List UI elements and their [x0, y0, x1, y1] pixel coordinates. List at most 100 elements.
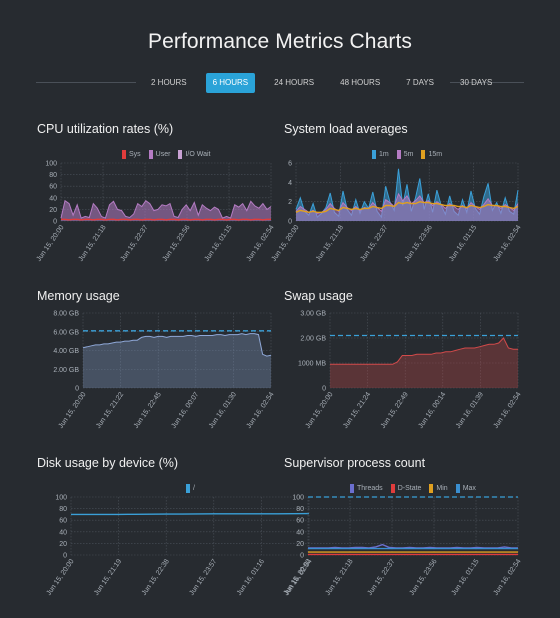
range-tab-6-hours[interactable]: 6 HOURS [205, 73, 256, 93]
x-tick-label: Jun 15, 21:18 [315, 224, 345, 263]
x-tick-label: Jun 16, 01:39 [455, 391, 485, 430]
x-tick-label: Jun 15, 23:56 [409, 558, 439, 597]
y-tick-label: 40 [59, 529, 67, 536]
legend-swatch [421, 149, 426, 159]
range-tab-30-days[interactable]: 30 DAYS [460, 78, 493, 87]
x-tick-label: Jun 16, 02:54 [493, 391, 523, 430]
range-tab-2-hours[interactable]: 2 HOURS [151, 78, 187, 87]
cpu-legend: Sys User I/O Wait [122, 149, 210, 159]
x-tick-label: Jun 15, 22:38 [141, 558, 171, 597]
y-tick-label: 0 [322, 386, 326, 393]
legend-label: / [193, 484, 195, 492]
y-tick-label: 60 [49, 184, 57, 191]
y-tick-label: 80 [49, 172, 57, 179]
y-tick-label: 0 [75, 386, 79, 393]
series-line-user-0 [60, 199, 272, 219]
series-line-used-0 [82, 333, 272, 357]
series-line---0 [71, 512, 310, 516]
legend-item[interactable]: Max [455, 483, 476, 493]
legend-swatch [350, 483, 354, 493]
series-area-used [330, 338, 518, 388]
legend-swatch [372, 149, 376, 159]
y-tick-label: 20 [59, 541, 67, 548]
legend-item[interactable]: Threads [350, 483, 383, 493]
divider-right [450, 82, 524, 83]
legend-item[interactable]: Min [429, 483, 448, 493]
series-line-sys-1 [61, 218, 271, 221]
x-tick-label: Jun 15, 23:56 [162, 224, 192, 263]
legend-swatch [122, 149, 126, 159]
y-tick-label: 0 [53, 219, 57, 226]
x-tick-label: Jun 16, 01:15 [451, 558, 481, 597]
x-tick-label: Jun 15, 20:00 [46, 558, 76, 597]
legend-label: Max [462, 484, 476, 492]
legend-item[interactable]: I/O Wait [178, 149, 210, 159]
y-tick-label: 100 [55, 495, 67, 502]
legend-item[interactable]: 5m [396, 149, 414, 159]
y-tick-label: 20 [49, 207, 57, 214]
y-tick-label: 4 [288, 180, 292, 187]
legend-label: Sys [129, 150, 141, 158]
x-tick-label: Jun 15, 21:18 [325, 558, 355, 597]
y-tick-label: 0 [300, 553, 304, 560]
range-tab-48-hours[interactable]: 48 HOURS [340, 78, 381, 87]
legend-item[interactable]: 15m [421, 149, 442, 159]
divider-left [36, 82, 136, 83]
y-tick-label: 2.00 GB [53, 367, 79, 374]
legend-swatch [396, 149, 401, 159]
panel-title: CPU utilization rates (%) [37, 122, 174, 136]
y-tick-label: 2.00 GB [300, 336, 326, 343]
legend-label: 15m [428, 150, 443, 158]
process-panel: Supervisor process count Threads D-State M… [283, 456, 534, 606]
x-tick-label: Jun 15, 22:49 [380, 391, 410, 430]
x-tick-label: Jun 16, 02:54 [246, 391, 276, 430]
y-tick-label: 0 [63, 553, 67, 560]
legend-swatch [186, 483, 190, 493]
x-tick-label: Jun 16, 01:15 [204, 224, 234, 263]
x-tick-label: Jun 16, 01:16 [236, 558, 266, 597]
y-tick-label: 100 [45, 161, 57, 168]
legend-label: 5m [403, 150, 414, 158]
series-line-threads-0 [308, 543, 518, 549]
y-tick-label: 40 [49, 195, 57, 202]
y-tick-label: 6 [288, 161, 292, 168]
x-tick-label: Jun 15, 21:18 [78, 224, 108, 263]
x-tick-label: Jun 15, 22:37 [367, 558, 397, 597]
legend-item[interactable]: D-State [390, 483, 421, 493]
y-tick-label: 60 [296, 518, 304, 525]
range-tab-7-days[interactable]: 7 DAYS [406, 78, 435, 87]
swap-panel: Swap usage 3.00 GB 2.00 GB 1000 MB 0 Jun 15,… [284, 289, 534, 439]
y-tick-label: 3.00 GB [300, 311, 326, 318]
series-line-used-0 [330, 337, 518, 365]
x-tick-label: Jun 15, 21:19 [93, 558, 123, 597]
legend-item[interactable]: 1m [372, 149, 389, 159]
x-tick-label: Jun 16, 02:54 [493, 224, 523, 263]
y-tick-label: 6.00 GB [53, 329, 79, 336]
disk-legend: / [186, 483, 195, 493]
load-panel: System load averages 1m 5m 15m 6 4 2 0 Jun 15, … [271, 122, 534, 272]
legend-item[interactable]: / [186, 483, 195, 493]
x-tick-label: Jun 15, 22:45 [133, 391, 163, 430]
panel-title: System load averages [284, 122, 408, 136]
range-tab-24-hours[interactable]: 24 HOURS [274, 78, 315, 87]
y-tick-label: 80 [296, 506, 304, 513]
legend-item[interactable]: User [148, 149, 170, 159]
legend-label: Min [436, 484, 448, 492]
panel-title: Disk usage by device (%) [37, 456, 179, 470]
legend-label: 1m [379, 150, 389, 158]
panel-title: Memory usage [37, 289, 120, 303]
series-area-user [61, 200, 271, 221]
legend-swatch [390, 483, 395, 493]
x-tick-label: Jun 15, 20:00 [283, 558, 313, 597]
x-tick-label: Jun 15, 21:24 [342, 391, 372, 430]
x-tick-label: Jun 15, 20:00 [58, 391, 88, 430]
y-tick-label: 80 [59, 506, 67, 513]
legend-item[interactable]: Sys [122, 149, 141, 159]
x-tick-label: Jun 16, 02:54 [493, 558, 523, 597]
x-tick-label: Jun 15, 20:00 [36, 224, 66, 263]
